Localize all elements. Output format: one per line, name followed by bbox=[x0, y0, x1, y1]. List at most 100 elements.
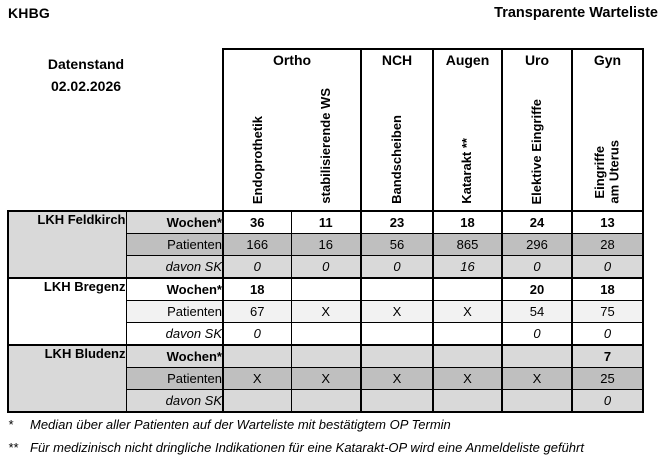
row-type-label: Wochen* bbox=[125, 344, 224, 368]
data-cell: 0 bbox=[222, 322, 292, 346]
data-cell: X bbox=[290, 367, 362, 390]
footnote-marker: ** bbox=[8, 440, 19, 455]
table-row: davon SK 0 0 0 bbox=[8, 322, 644, 346]
data-cell: 0 bbox=[571, 322, 644, 346]
data-cell: 28 bbox=[571, 233, 644, 256]
waiting-list-table: Datenstand 02.02.2026 Ortho Endoprothetik… bbox=[7, 48, 644, 413]
data-cell: 0 bbox=[571, 389, 644, 413]
row-type-label: davon SK bbox=[125, 255, 224, 279]
data-cell: 16 bbox=[432, 255, 503, 279]
column-group-label: Augen bbox=[445, 52, 490, 68]
table-row: Patienten 67 X X X 54 75 bbox=[8, 300, 644, 323]
data-cell: 0 bbox=[360, 255, 434, 279]
data-cell: 24 bbox=[501, 210, 573, 234]
data-cell bbox=[501, 344, 573, 368]
page-title: Transparente Warteliste bbox=[494, 5, 658, 21]
column-group-ortho: Ortho Endoprothetik stabilisierende WS bbox=[222, 48, 362, 212]
table-row: davon SK 0 0 0 16 0 0 bbox=[8, 255, 644, 279]
data-cell: 18 bbox=[222, 277, 292, 301]
data-cell: X bbox=[360, 300, 434, 323]
data-cell: 18 bbox=[432, 210, 503, 234]
column-group-label: Ortho bbox=[272, 52, 312, 68]
data-cell bbox=[360, 344, 434, 368]
column-group-gyn: Gyn Eingriffe am Uterus bbox=[571, 48, 644, 212]
table-row: Patienten 166 16 56 865 296 28 bbox=[8, 233, 644, 256]
org-label: KHBG bbox=[8, 5, 51, 21]
datenstand-label: Datenstand bbox=[47, 56, 125, 72]
data-cell: 0 bbox=[222, 255, 292, 279]
data-cell bbox=[290, 389, 362, 413]
data-cell: 75 bbox=[571, 300, 644, 323]
column-group-label: Gyn bbox=[593, 52, 622, 68]
column-group-label: Uro bbox=[524, 52, 550, 68]
data-cell: X bbox=[360, 367, 434, 390]
column-group-augen: Augen Katarakt ** bbox=[432, 48, 503, 212]
data-cell: 0 bbox=[501, 322, 573, 346]
column-label: stabilisierende WS bbox=[317, 88, 333, 204]
column-label: Endoprothetik bbox=[249, 115, 265, 204]
data-cell: X bbox=[290, 300, 362, 323]
table-row: LKH Bregenz Wochen* 18 20 18 bbox=[7, 277, 644, 346]
data-cell bbox=[432, 322, 503, 346]
data-cell: 865 bbox=[432, 233, 503, 256]
footnote-marker: * bbox=[8, 417, 14, 432]
footnotes: * Median über aller Patienten auf der Wa… bbox=[8, 416, 662, 460]
data-cell bbox=[360, 389, 434, 413]
table-header-row: Datenstand 02.02.2026 Ortho Endoprothetik… bbox=[8, 48, 644, 212]
data-cell: X bbox=[432, 300, 503, 323]
footnote-text: Für medizinisch nicht dringliche Indikat… bbox=[30, 440, 584, 455]
table-row: LKH Bludenz Wochen* 7 bbox=[7, 344, 644, 413]
data-cell: 23 bbox=[360, 210, 434, 234]
column-label: Bandscheiben bbox=[388, 115, 404, 204]
datenstand-block: Datenstand 02.02.2026 bbox=[10, 53, 162, 97]
hospital-name: LKH Bludenz bbox=[7, 344, 127, 413]
data-cell: 18 bbox=[571, 277, 644, 301]
table-row: LKH Feldkirch Wochen* 36 11 23 18 24 13 bbox=[7, 210, 644, 279]
column-label: Elektive Eingriffe bbox=[528, 98, 544, 204]
footnote-text: Median über aller Patienten auf der Wart… bbox=[30, 417, 451, 432]
column-label: Eingriffe am Uterus bbox=[592, 140, 622, 204]
data-cell: X bbox=[432, 367, 503, 390]
title-bar: KHBG Transparente Warteliste bbox=[8, 5, 658, 21]
table-row: Patienten X X X X X 25 bbox=[8, 367, 644, 390]
data-cell bbox=[360, 322, 434, 346]
data-cell: 67 bbox=[222, 300, 292, 323]
data-cell: X bbox=[222, 367, 292, 390]
row-type-label: Wochen* bbox=[125, 210, 224, 234]
footnote-median: * Median über aller Patienten auf der Wa… bbox=[8, 416, 662, 433]
data-cell: 25 bbox=[571, 367, 644, 390]
data-cell bbox=[432, 389, 503, 413]
data-cell: 7 bbox=[571, 344, 644, 368]
data-cell: 0 bbox=[571, 255, 644, 279]
datenstand-date: 02.02.2026 bbox=[50, 78, 122, 94]
data-cell: 296 bbox=[501, 233, 573, 256]
hospital-name: LKH Feldkirch bbox=[7, 210, 127, 279]
data-cell bbox=[290, 277, 362, 301]
data-cell bbox=[432, 344, 503, 368]
data-cell bbox=[432, 277, 503, 301]
column-group-uro: Uro Elektive Eingriffe bbox=[501, 48, 573, 212]
column-group-label: NCH bbox=[381, 52, 413, 68]
data-cell: 56 bbox=[360, 233, 434, 256]
data-cell: 0 bbox=[290, 255, 362, 279]
data-cell bbox=[222, 344, 292, 368]
row-type-label: davon SK bbox=[125, 389, 224, 413]
row-type-label: Patienten bbox=[125, 233, 224, 256]
data-cell bbox=[501, 389, 573, 413]
row-type-label: davon SK bbox=[125, 322, 224, 346]
data-cell bbox=[222, 389, 292, 413]
data-cell: X bbox=[501, 367, 573, 390]
footnote-katarakt: ** Für medizinisch nicht dringliche Indi… bbox=[8, 439, 662, 456]
column-label: Katarakt ** bbox=[459, 138, 475, 204]
data-cell bbox=[290, 322, 362, 346]
data-cell: 54 bbox=[501, 300, 573, 323]
data-cell bbox=[290, 344, 362, 368]
row-type-label: Patienten bbox=[125, 367, 224, 390]
row-type-label: Patienten bbox=[125, 300, 224, 323]
datenstand-cell: Datenstand 02.02.2026 bbox=[8, 49, 223, 211]
data-cell: 36 bbox=[222, 210, 292, 234]
data-cell: 166 bbox=[222, 233, 292, 256]
data-cell: 0 bbox=[501, 255, 573, 279]
row-type-label: Wochen* bbox=[125, 277, 224, 301]
